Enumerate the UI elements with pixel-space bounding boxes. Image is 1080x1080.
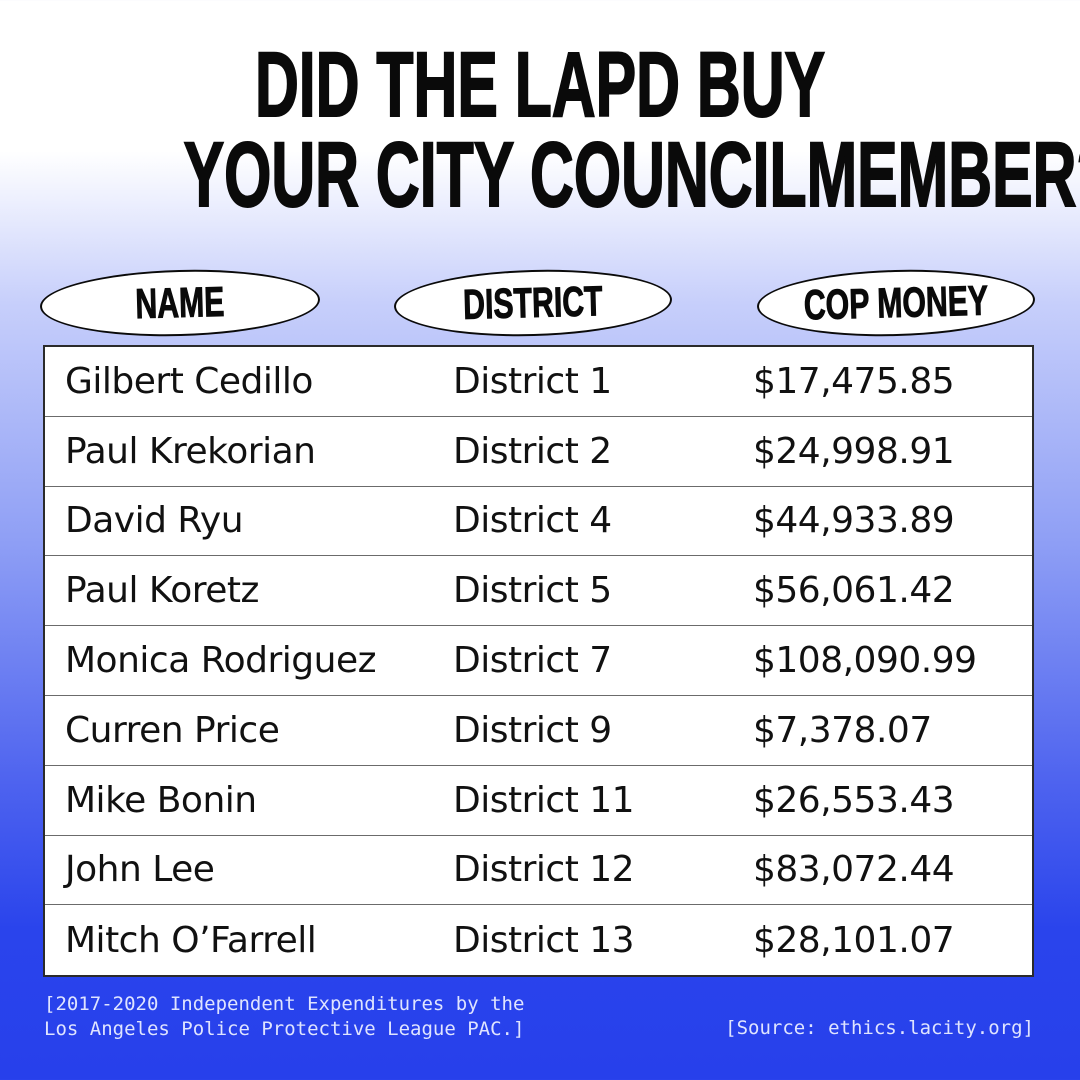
cop-money-cell: $44,933.89 [753,487,954,556]
table-row: Mitch O’Farrell District 13 $28,101.07 [45,905,1032,975]
table-row: Curren Price District 9 $7,378.07 [45,696,1032,766]
table-row: Gilbert Cedillo District 1 $17,475.85 [45,347,1032,417]
councilmember-name: David Ryu [65,487,243,556]
councilmember-name: Monica Rodriguez [65,626,376,695]
table-row: Paul Koretz District 5 $56,061.42 [45,556,1032,626]
district-cell: District 13 [453,905,634,975]
headline-line-1: DID THE LAPD BUY [184,40,897,130]
expenditures-table: Gilbert Cedillo District 1 $17,475.85 Pa… [43,345,1034,977]
headline-line-2: YOUR CITY COUNCILMEMBER? [184,130,897,220]
column-header-cop-money: COP MONEY [756,266,1036,339]
table-row: Monica Rodriguez District 7 $108,090.99 [45,626,1032,696]
table-row: Mike Bonin District 11 $26,553.43 [45,766,1032,836]
cop-money-cell: $26,553.43 [753,766,954,835]
cop-money-cell: $7,378.07 [753,696,932,765]
column-header-cop-money-label: COP MONEY [803,277,988,330]
footnote-description: [2017-2020 Independent Expenditures by t… [44,992,524,1042]
district-cell: District 7 [453,626,612,695]
footnote-line-1: [2017-2020 Independent Expenditures by t… [44,993,524,1015]
councilmember-name: Paul Koretz [65,556,259,625]
column-header-district-label: DISTRICT [463,277,604,329]
cop-money-cell: $24,998.91 [753,417,954,486]
column-header-name-label: NAME [135,278,225,328]
district-cell: District 5 [453,556,612,625]
councilmember-name: Mike Bonin [65,766,257,835]
councilmember-name: Gilbert Cedillo [65,347,313,416]
district-cell: District 4 [453,487,612,556]
headline: DID THE LAPD BUY YOUR CITY COUNCILMEMBER… [0,40,1080,220]
table-row: David Ryu District 4 $44,933.89 [45,487,1032,557]
district-cell: District 1 [453,347,612,416]
cop-money-cell: $28,101.07 [753,905,954,975]
district-cell: District 9 [453,696,612,765]
cop-money-cell: $83,072.44 [753,836,954,905]
table-row: Paul Krekorian District 2 $24,998.91 [45,417,1032,487]
councilmember-name: Paul Krekorian [65,417,315,486]
footnote-line-2: Los Angeles Police Protective League PAC… [44,1018,524,1040]
councilmember-name: Curren Price [65,696,279,765]
cop-money-cell: $17,475.85 [753,347,954,416]
column-header-name: NAME [39,266,321,339]
district-cell: District 11 [453,766,634,835]
councilmember-name: Mitch O’Farrell [65,905,316,975]
councilmember-name: John Lee [65,836,214,905]
cop-money-cell: $56,061.42 [753,556,954,625]
district-cell: District 12 [453,836,634,905]
cop-money-cell: $108,090.99 [753,626,977,695]
district-cell: District 2 [453,417,612,486]
table-row: John Lee District 12 $83,072.44 [45,836,1032,906]
column-header-district: DISTRICT [393,266,673,339]
footnote-source: [Source: ethics.lacity.org] [725,1016,1034,1041]
